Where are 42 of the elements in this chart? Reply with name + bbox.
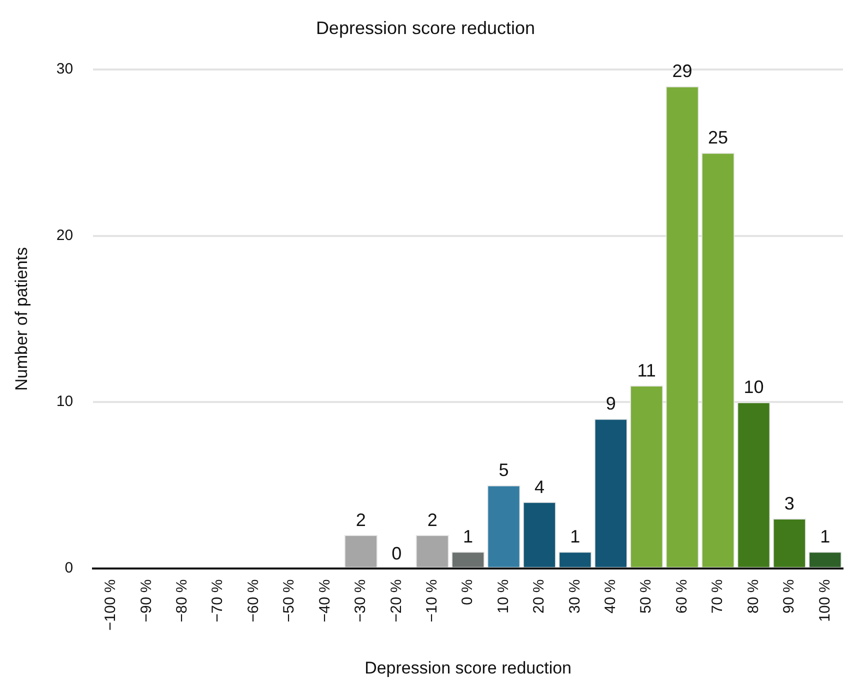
data-label: 29	[672, 61, 692, 82]
x-tick-label: −20 %	[388, 579, 405, 622]
data-label: 2	[356, 510, 366, 530]
data-label: 25	[708, 128, 728, 148]
x-tick-label: 10 %	[494, 579, 512, 614]
data-label: 3	[784, 493, 794, 514]
x-tick-label: −30 %	[352, 579, 370, 622]
x-tick-label: −10 %	[423, 579, 440, 622]
x-axis-title: Depression score reduction	[364, 658, 572, 678]
y-axis-title: Number of patients	[12, 247, 31, 391]
x-tick-label: 50 %	[638, 579, 655, 614]
x-tick-label: −60 %	[244, 579, 262, 622]
data-label: 0	[392, 543, 402, 564]
x-tick-label: −40 %	[316, 579, 334, 622]
x-tick-label: 20 %	[530, 579, 548, 614]
y-tick-label: 10	[56, 393, 74, 410]
x-tick-label: 100 %	[816, 579, 834, 622]
x-tick-label: 60 %	[673, 579, 690, 614]
x-tick-label: −80 %	[174, 579, 190, 622]
x-tick-label: 30 %	[566, 579, 584, 614]
x-tick-label: 40 %	[602, 579, 620, 614]
data-label: 5	[498, 460, 509, 480]
data-label: 4	[534, 476, 544, 497]
data-label: 11	[637, 360, 656, 380]
x-tick-label: 90 %	[780, 579, 798, 614]
y-tick-label: 0	[64, 559, 74, 576]
data-label: 2	[427, 510, 438, 530]
data-label: 10	[744, 377, 764, 398]
x-tick-label: −50 %	[280, 579, 298, 622]
x-tick-label: −100 %	[102, 579, 120, 631]
x-tick-label: −70 %	[209, 579, 226, 622]
y-tick-label: 30	[56, 60, 74, 78]
x-tick-label: −90 %	[138, 579, 155, 622]
data-label: 1	[820, 526, 830, 547]
data-label: 1	[570, 526, 580, 547]
data-label: 9	[606, 394, 616, 414]
x-tick-label: 0 %	[459, 579, 476, 606]
x-tick-label: 80 %	[744, 579, 762, 614]
data-label: 1	[463, 526, 474, 547]
x-tick-label: 70 %	[709, 579, 726, 614]
y-tick-label: 20	[56, 226, 74, 244]
chart-title: Depression score reduction	[316, 18, 536, 38]
